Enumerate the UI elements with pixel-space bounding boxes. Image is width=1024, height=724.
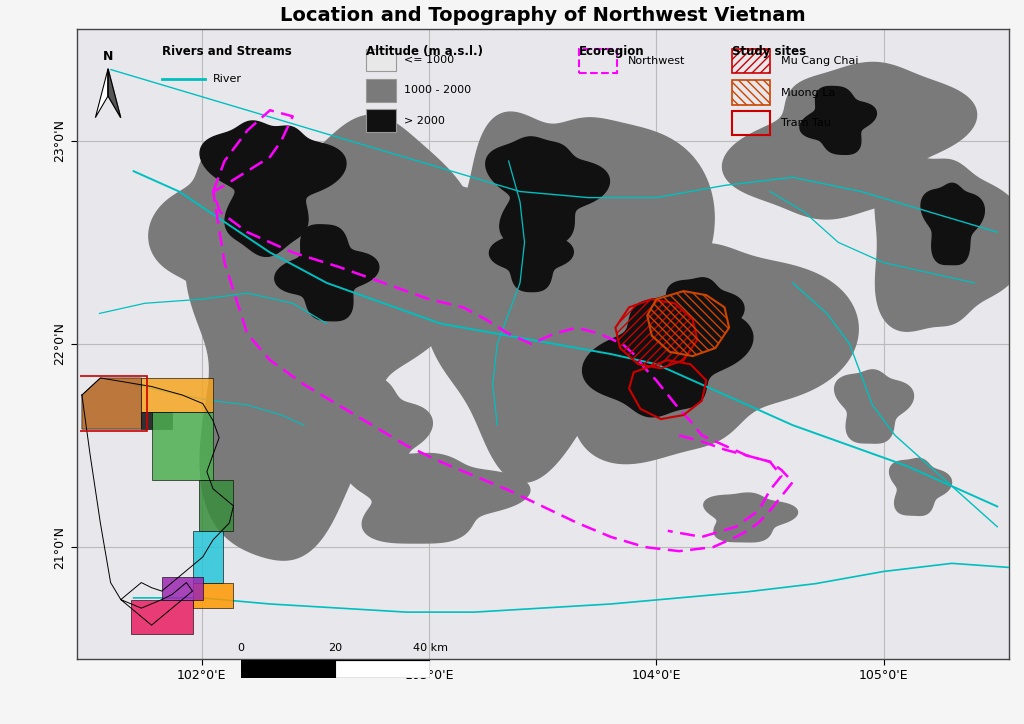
Polygon shape bbox=[336, 660, 430, 678]
Polygon shape bbox=[489, 214, 573, 292]
Text: N: N bbox=[102, 51, 114, 64]
Text: Mu Cang Chai: Mu Cang Chai bbox=[781, 56, 858, 66]
Polygon shape bbox=[82, 378, 141, 429]
Bar bbox=[579, 49, 616, 74]
Polygon shape bbox=[186, 115, 479, 560]
Text: Northwest: Northwest bbox=[628, 56, 685, 66]
Bar bbox=[367, 79, 396, 101]
Title: Location and Topography of Northwest Vietnam: Location and Topography of Northwest Vie… bbox=[280, 6, 806, 25]
Bar bbox=[731, 80, 770, 105]
Polygon shape bbox=[131, 599, 193, 634]
Text: > 2000: > 2000 bbox=[404, 116, 445, 126]
Polygon shape bbox=[162, 578, 203, 599]
Text: 40 km: 40 km bbox=[413, 643, 447, 653]
Text: 1000 - 2000: 1000 - 2000 bbox=[404, 85, 471, 96]
Text: Tram Tau: Tram Tau bbox=[781, 118, 830, 128]
Polygon shape bbox=[274, 225, 379, 321]
Polygon shape bbox=[485, 137, 609, 254]
Polygon shape bbox=[193, 531, 223, 583]
Polygon shape bbox=[152, 412, 213, 480]
Polygon shape bbox=[566, 243, 858, 463]
Polygon shape bbox=[95, 69, 109, 118]
Polygon shape bbox=[241, 660, 336, 678]
Polygon shape bbox=[346, 453, 529, 543]
Bar bbox=[731, 111, 770, 135]
Polygon shape bbox=[109, 69, 121, 118]
Text: Rivers and Streams: Rivers and Streams bbox=[162, 46, 292, 59]
Polygon shape bbox=[921, 183, 984, 264]
Text: Muong La: Muong La bbox=[781, 88, 836, 98]
Text: 0: 0 bbox=[238, 643, 244, 653]
Polygon shape bbox=[703, 493, 798, 542]
Text: Altitude (m a.s.l.): Altitude (m a.s.l.) bbox=[367, 46, 483, 59]
Polygon shape bbox=[200, 121, 346, 256]
Text: River: River bbox=[213, 74, 242, 84]
Polygon shape bbox=[800, 86, 877, 154]
Polygon shape bbox=[141, 378, 213, 412]
Polygon shape bbox=[312, 376, 432, 494]
Text: 20: 20 bbox=[329, 643, 342, 653]
Text: <= 1000: <= 1000 bbox=[404, 55, 455, 65]
Bar bbox=[731, 49, 770, 74]
Polygon shape bbox=[890, 458, 951, 515]
Text: Ecoregion: Ecoregion bbox=[579, 46, 644, 59]
Bar bbox=[367, 109, 396, 132]
Text: Study sites: Study sites bbox=[731, 46, 806, 59]
Polygon shape bbox=[339, 177, 528, 298]
Polygon shape bbox=[723, 62, 977, 219]
Polygon shape bbox=[193, 583, 233, 608]
Polygon shape bbox=[424, 112, 714, 482]
Polygon shape bbox=[141, 412, 172, 429]
Polygon shape bbox=[148, 139, 323, 305]
Polygon shape bbox=[835, 370, 913, 443]
Bar bbox=[70, 376, 147, 431]
Polygon shape bbox=[583, 291, 753, 417]
Polygon shape bbox=[199, 480, 233, 531]
Polygon shape bbox=[667, 278, 744, 351]
Polygon shape bbox=[876, 156, 1024, 331]
Bar bbox=[367, 49, 396, 71]
